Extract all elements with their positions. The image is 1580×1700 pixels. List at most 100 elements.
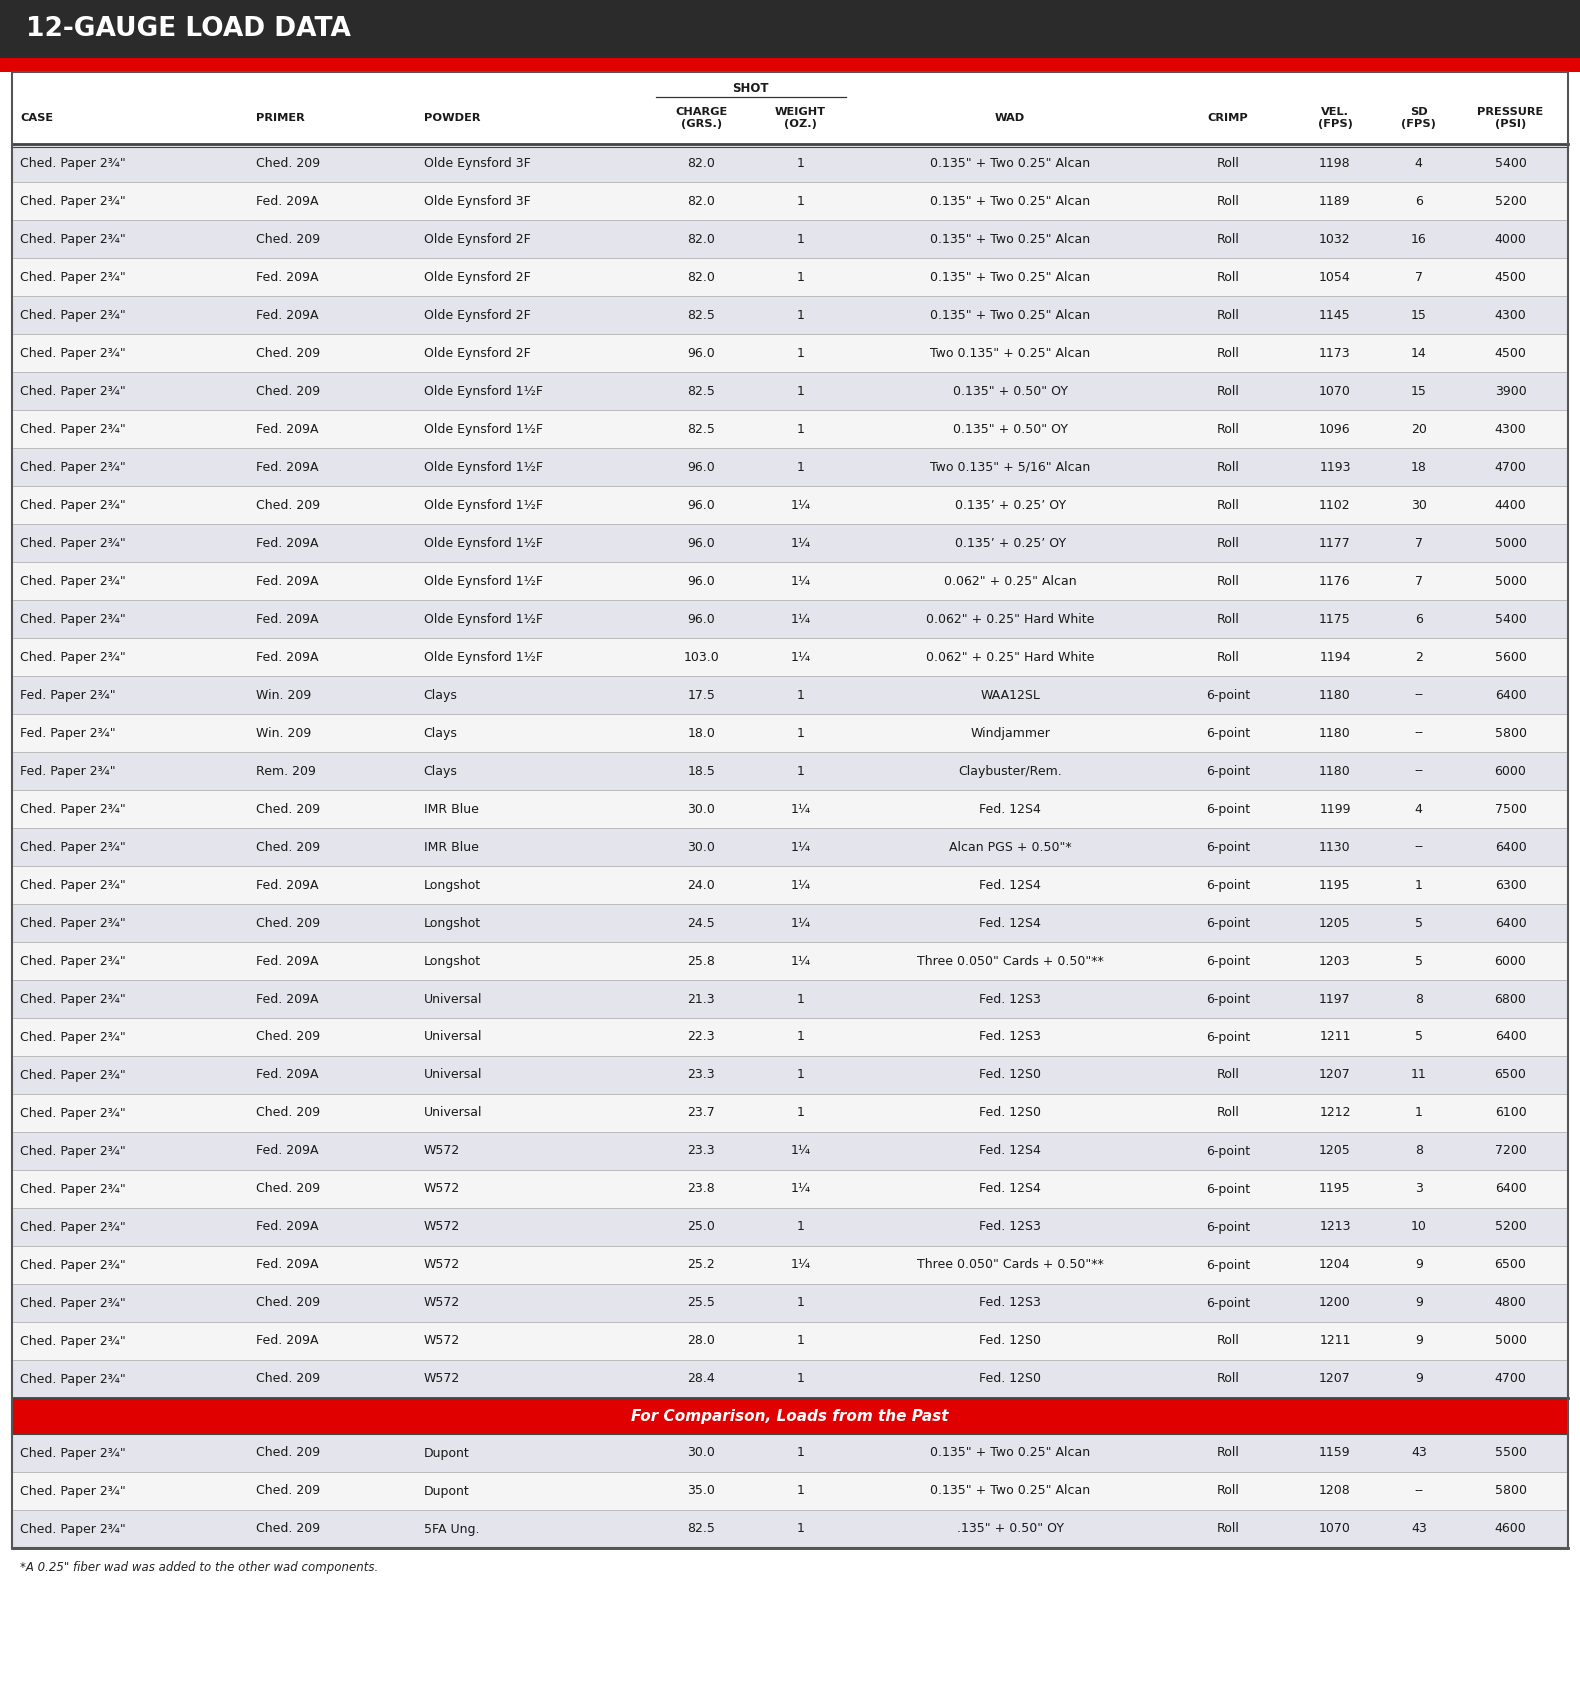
Text: 1207: 1207 — [1319, 1069, 1351, 1081]
Text: 0.135’ + 0.25’ OY: 0.135’ + 0.25’ OY — [954, 537, 1066, 549]
Bar — [13, 71, 1567, 1549]
Text: Ched. Paper 2¾": Ched. Paper 2¾" — [21, 233, 126, 245]
Text: Ched. Paper 2¾": Ched. Paper 2¾" — [21, 802, 126, 816]
Text: Ched. Paper 2¾": Ched. Paper 2¾" — [21, 498, 126, 512]
Text: Ched. Paper 2¾": Ched. Paper 2¾" — [21, 1144, 126, 1158]
Text: 30.0: 30.0 — [687, 840, 716, 853]
Text: Roll: Roll — [1217, 270, 1239, 284]
Text: 82.0: 82.0 — [687, 156, 716, 170]
Text: Roll: Roll — [1217, 537, 1239, 549]
Text: 1¼: 1¼ — [790, 802, 811, 816]
Text: 1195: 1195 — [1319, 1183, 1351, 1195]
Text: Ched. Paper 2¾": Ched. Paper 2¾" — [21, 537, 126, 549]
Text: Roll: Roll — [1217, 651, 1239, 663]
Text: Ched. 209: Ched. 209 — [256, 1183, 321, 1195]
Text: W572: W572 — [423, 1183, 460, 1195]
Text: CHARGE
(GRS.): CHARGE (GRS.) — [675, 107, 727, 129]
Text: 1096: 1096 — [1319, 423, 1351, 435]
Text: 5600: 5600 — [1495, 651, 1526, 663]
Text: SHOT: SHOT — [733, 82, 769, 95]
Bar — [13, 714, 1567, 751]
Text: 0.062" + 0.25" Hard White: 0.062" + 0.25" Hard White — [926, 612, 1095, 626]
Text: Fed. 209A: Fed. 209A — [256, 1069, 319, 1081]
Text: Windjammer: Windjammer — [970, 726, 1051, 740]
Text: IMR Blue: IMR Blue — [423, 840, 479, 853]
Text: Ched. Paper 2¾": Ched. Paper 2¾" — [21, 156, 126, 170]
Text: 103.0: 103.0 — [684, 651, 719, 663]
Text: 1: 1 — [796, 1297, 804, 1309]
Bar — [13, 904, 1567, 942]
Text: *A 0.25" fiber wad was added to the other wad components.: *A 0.25" fiber wad was added to the othe… — [21, 1562, 378, 1574]
Text: 15: 15 — [1411, 308, 1427, 321]
Text: 1: 1 — [796, 1372, 804, 1386]
Text: Ched. 209: Ched. 209 — [256, 1297, 321, 1309]
Text: Fed. Paper 2¾": Fed. Paper 2¾" — [21, 726, 115, 740]
Text: 5200: 5200 — [1495, 1221, 1526, 1234]
Text: 1: 1 — [796, 1334, 804, 1348]
Text: Roll: Roll — [1217, 1447, 1239, 1460]
Text: Fed. 12S3: Fed. 12S3 — [980, 1030, 1041, 1044]
Text: Fed. 12S3: Fed. 12S3 — [980, 993, 1041, 1005]
Text: 43: 43 — [1411, 1523, 1427, 1535]
Bar — [13, 296, 1567, 333]
Text: 4000: 4000 — [1495, 233, 1526, 245]
Text: .135" + 0.50" OY: .135" + 0.50" OY — [956, 1523, 1063, 1535]
Bar — [13, 790, 1567, 828]
Text: Olde Eynsford 1½F: Olde Eynsford 1½F — [423, 651, 542, 663]
Text: Olde Eynsford 1½F: Olde Eynsford 1½F — [423, 612, 542, 626]
Text: Ched. Paper 2¾": Ched. Paper 2¾" — [21, 1107, 126, 1120]
Bar — [13, 1246, 1567, 1284]
Text: 23.3: 23.3 — [687, 1144, 716, 1158]
Text: Fed. 12S0: Fed. 12S0 — [980, 1107, 1041, 1120]
Text: 1¼: 1¼ — [790, 498, 811, 512]
Text: Roll: Roll — [1217, 423, 1239, 435]
Text: 82.5: 82.5 — [687, 384, 716, 398]
Text: Olde Eynsford 2F: Olde Eynsford 2F — [423, 347, 531, 359]
Text: 1: 1 — [796, 1030, 804, 1044]
Bar — [13, 1284, 1567, 1323]
Text: 4500: 4500 — [1495, 270, 1526, 284]
Text: Ched. 209: Ched. 209 — [256, 156, 321, 170]
Text: Fed. Paper 2¾": Fed. Paper 2¾" — [21, 765, 115, 777]
Text: 4800: 4800 — [1495, 1297, 1526, 1309]
Text: 30.0: 30.0 — [687, 1447, 716, 1460]
Text: 23.3: 23.3 — [687, 1069, 716, 1081]
Text: Olde Eynsford 1½F: Olde Eynsford 1½F — [423, 575, 542, 588]
Text: 6-point: 6-point — [1206, 879, 1250, 891]
Text: 1: 1 — [796, 384, 804, 398]
Text: 1070: 1070 — [1319, 1523, 1351, 1535]
Bar — [13, 486, 1567, 524]
Text: 5800: 5800 — [1495, 726, 1526, 740]
Text: 11: 11 — [1411, 1069, 1427, 1081]
Text: Roll: Roll — [1217, 1523, 1239, 1535]
Text: IMR Blue: IMR Blue — [423, 802, 479, 816]
Text: 6-point: 6-point — [1206, 1183, 1250, 1195]
Text: 1205: 1205 — [1319, 1144, 1351, 1158]
Text: Fed. 12S4: Fed. 12S4 — [980, 802, 1041, 816]
Text: 1195: 1195 — [1319, 879, 1351, 891]
Text: 6500: 6500 — [1495, 1069, 1526, 1081]
Text: 21.3: 21.3 — [687, 993, 716, 1005]
Text: Roll: Roll — [1217, 1107, 1239, 1120]
Text: 9: 9 — [1414, 1372, 1422, 1386]
Text: 18: 18 — [1411, 461, 1427, 474]
Text: 18.0: 18.0 — [687, 726, 716, 740]
Text: 1: 1 — [796, 423, 804, 435]
Bar — [13, 1018, 1567, 1056]
Text: Ched. 209: Ched. 209 — [256, 1447, 321, 1460]
Text: Longshot: Longshot — [423, 954, 480, 967]
Text: 6-point: 6-point — [1206, 1297, 1250, 1309]
Bar — [13, 1472, 1567, 1510]
Text: 24.0: 24.0 — [687, 879, 716, 891]
Text: Alcan PGS + 0.50"*: Alcan PGS + 0.50"* — [950, 840, 1071, 853]
Text: 7: 7 — [1414, 537, 1422, 549]
Text: 1: 1 — [796, 1447, 804, 1460]
Text: 1203: 1203 — [1319, 954, 1351, 967]
Text: 6-point: 6-point — [1206, 1030, 1250, 1044]
Text: 1173: 1173 — [1319, 347, 1351, 359]
Text: Roll: Roll — [1217, 233, 1239, 245]
Text: Olde Eynsford 1½F: Olde Eynsford 1½F — [423, 537, 542, 549]
Text: 6-point: 6-point — [1206, 765, 1250, 777]
Text: Roll: Roll — [1217, 156, 1239, 170]
Text: 4300: 4300 — [1495, 308, 1526, 321]
